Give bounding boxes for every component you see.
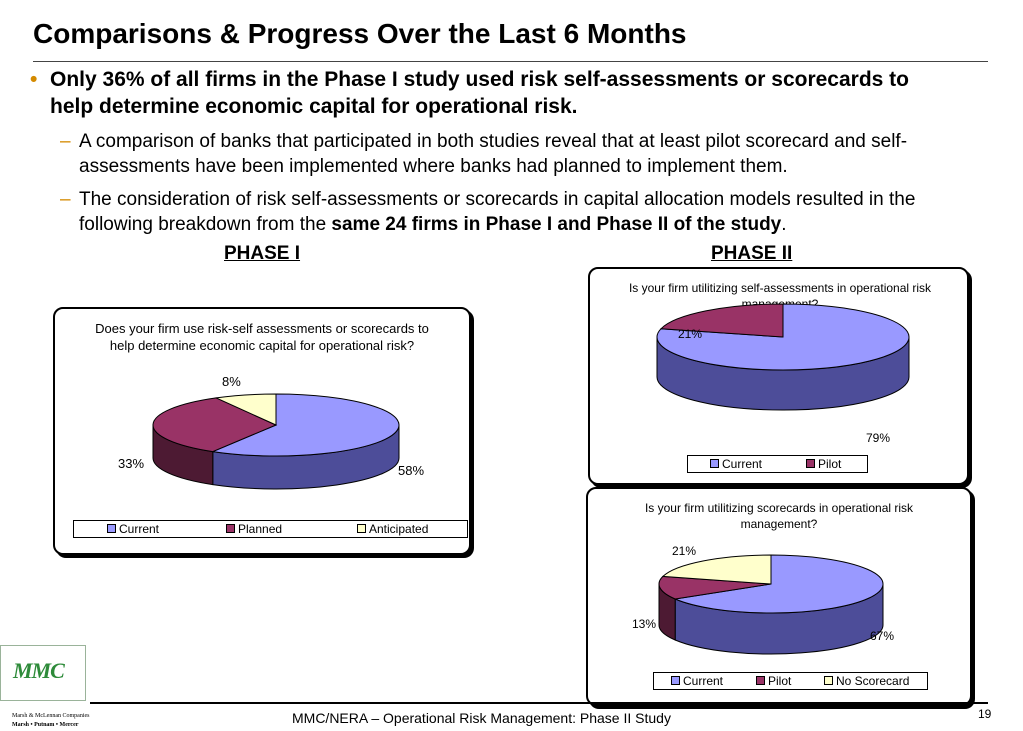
chart-2-pie: [656, 303, 910, 411]
chart-1-slice-anticipated: [214, 393, 277, 426]
legend-swatch: [357, 524, 366, 534]
chart-3-slice-no-scorecard: [661, 554, 772, 585]
chart-1-slice-current: [210, 393, 400, 457]
legend-item-pilot: Pilot: [756, 674, 791, 688]
logo-brands-line: Marsh • Putnam • Mercer: [12, 722, 79, 728]
legend-item-pilot: Pilot: [806, 457, 841, 471]
sub-bullet-2-end: .: [781, 214, 787, 235]
chart-phase-2-self-assessments: Is your firm utilitizing self-assessment…: [588, 267, 969, 485]
phase-2-label: PHASE II: [711, 243, 793, 264]
legend-item-current: Current: [671, 674, 723, 688]
chart-2-label-current: 79%: [866, 431, 891, 445]
phase-1-label: PHASE I: [224, 243, 301, 264]
footer-divider: [90, 702, 988, 704]
title-divider: [33, 61, 988, 62]
chart-2-legend: Current Pilot: [687, 455, 868, 473]
dash-marker: –: [60, 189, 71, 210]
chart-2-label-pilot: 21%: [678, 327, 703, 341]
legend-swatch: [226, 524, 235, 534]
chart-3-pie: [658, 554, 884, 655]
chart-1-label-planned: 33%: [118, 456, 145, 471]
legend-label: Pilot: [768, 674, 792, 688]
legend-swatch: [710, 459, 719, 469]
legend-label: Current: [722, 457, 763, 471]
chart-1-title: Does your firm use risk-self assessments…: [95, 321, 429, 353]
chart-3-legend: Current Pilot No Scorecard: [653, 672, 928, 690]
chart-3-label-pilot: 13%: [632, 617, 657, 631]
chart-3-label-no-scorecard: 21%: [672, 544, 697, 558]
legend-item-current: Current: [710, 457, 762, 471]
sub-bullet-2-text: The consideration of risk self-assessmen…: [79, 187, 994, 237]
sub-bullet-2-plain: The consideration of risk self-assessmen…: [79, 189, 916, 235]
legend-label: Anticipated: [369, 522, 429, 536]
chart-2-slice-pilot: [659, 303, 784, 338]
legend-label: Current: [119, 522, 160, 536]
mmc-logo: MMC: [0, 645, 86, 701]
logo-mark: MMC: [13, 658, 65, 683]
chart-1-legend: Current Planned Anticipated: [73, 520, 468, 538]
legend-label: No Scorecard: [836, 674, 910, 688]
logo-company-line: Marsh & McLennan Companies: [12, 713, 90, 719]
chart-1-pie: [152, 393, 400, 490]
legend-item-no-scorecard: No Scorecard: [824, 674, 909, 688]
legend-item-planned: Planned: [226, 522, 282, 536]
chart-1-label-current: 58%: [398, 463, 425, 478]
chart-1-label-anticipated: 8%: [222, 374, 241, 389]
dash-marker: –: [60, 131, 71, 152]
page-title: Comparisons & Progress Over the Last 6 M…: [33, 18, 687, 49]
sub-bullet-2-bold: same 24 firms in Phase I and Phase II of…: [331, 214, 782, 235]
chart-3-label-current: 67%: [870, 629, 895, 643]
chart-3-slice-current: [673, 554, 884, 614]
legend-swatch: [107, 524, 116, 534]
bullet-marker: •: [30, 68, 38, 91]
chart-phase-1: Does your firm use risk-self assessments…: [53, 307, 471, 555]
legend-swatch: [806, 459, 815, 469]
chart-3-title: Is your firm utilitizing scorecards in o…: [644, 501, 914, 531]
chart-phase-2-scorecards: Is your firm utilitizing scorecards in o…: [586, 487, 972, 706]
main-bullet-text: Only 36% of all firms in the Phase I stu…: [50, 68, 910, 118]
legend-swatch: [824, 676, 833, 686]
legend-item-current: Current: [107, 522, 159, 536]
legend-swatch: [756, 676, 765, 686]
legend-label: Pilot: [818, 457, 842, 471]
legend-label: Current: [683, 674, 724, 688]
footer-text: MMC/NERA – Operational Risk Management: …: [292, 710, 671, 726]
sub-bullet-1-text: A comparison of banks that participated …: [79, 131, 908, 177]
page-number: 19: [978, 707, 992, 721]
legend-swatch: [671, 676, 680, 686]
legend-item-anticipated: Anticipated: [357, 522, 428, 536]
legend-label: Planned: [238, 522, 283, 536]
